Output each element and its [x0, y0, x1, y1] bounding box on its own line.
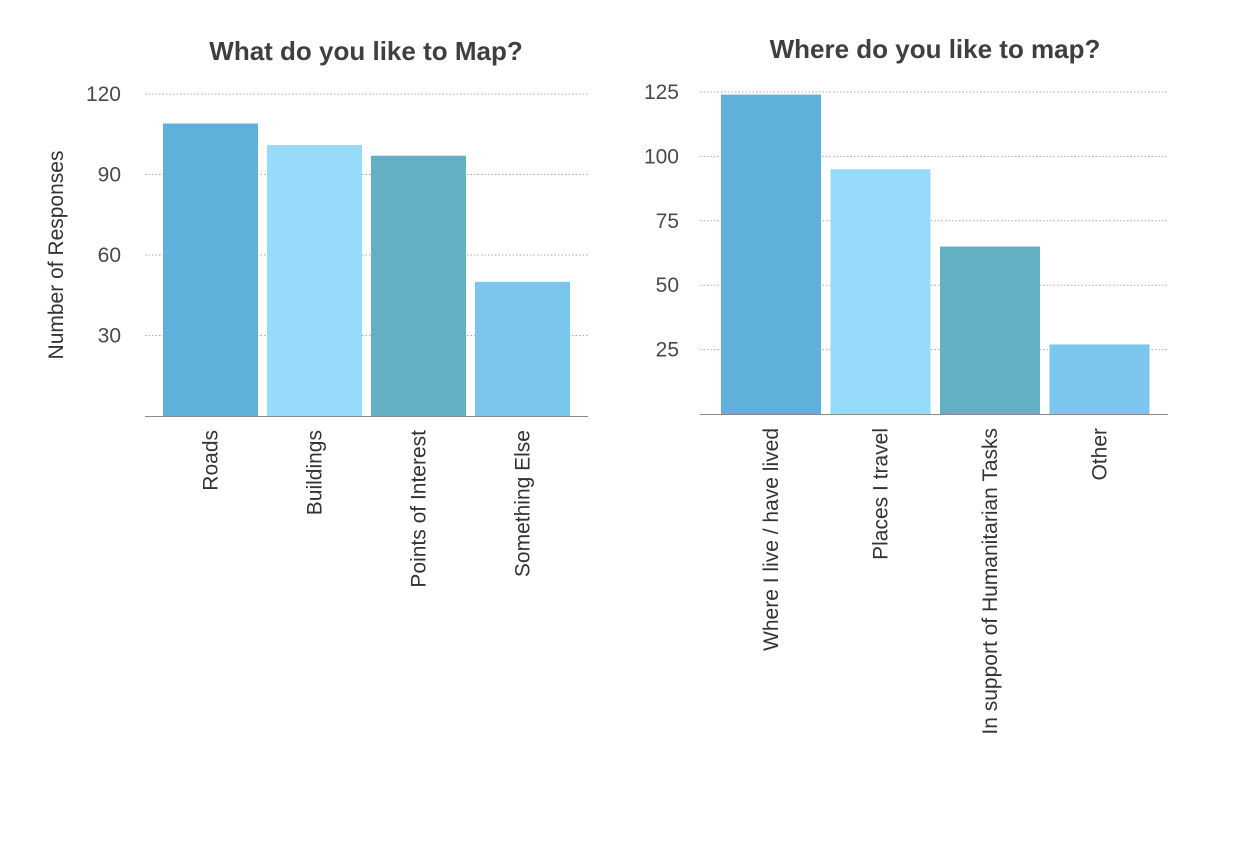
chart-1-bar-4: [475, 281, 570, 416]
chart-2-bar-3: [940, 246, 1040, 414]
chart-1-category-label: Buildings: [304, 430, 327, 515]
chart-1-category-label: Something Else: [512, 430, 535, 577]
chart-2-y-tick-label: 25: [656, 339, 679, 362]
chart-2-bar-2: [830, 169, 931, 414]
chart-1-bar-2: [267, 144, 362, 416]
chart-1-y-tick-label: 120: [86, 83, 121, 106]
chart-2-category-label: Where I live / have lived: [760, 428, 783, 651]
chart-2-title: Where do you like to map?: [770, 34, 1101, 64]
chart-1-y-axis-label: Number of Responses: [45, 151, 68, 360]
chart-2-y-tick-label: 75: [656, 210, 679, 233]
chart-1-bar-1: [163, 123, 258, 417]
chart-2-category-label: In support of Humanitarian Tasks: [979, 428, 1002, 735]
chart-1-title: What do you like to Map?: [209, 36, 522, 66]
chart-1-category-label: Points of Interest: [408, 430, 431, 588]
chart-2-y-tick-label: 100: [644, 145, 679, 168]
chart-1-y-tick-label: 60: [98, 244, 121, 267]
chart-1-y-tick-label: 30: [98, 325, 121, 348]
chart-2-bar-1: [721, 94, 821, 415]
chart-2-y-tick-label: 50: [656, 274, 679, 297]
chart-2-y-tick-label: 125: [644, 81, 679, 104]
chart-2-category-label: Places I travel: [870, 428, 893, 560]
chart-1-bar-3: [371, 155, 466, 416]
chart-1-category-label: Roads: [200, 430, 223, 491]
chart-2-bar-4: [1049, 344, 1150, 414]
chart-2-category-label: Other: [1089, 428, 1112, 481]
chart-1-y-tick-label: 90: [98, 164, 121, 187]
